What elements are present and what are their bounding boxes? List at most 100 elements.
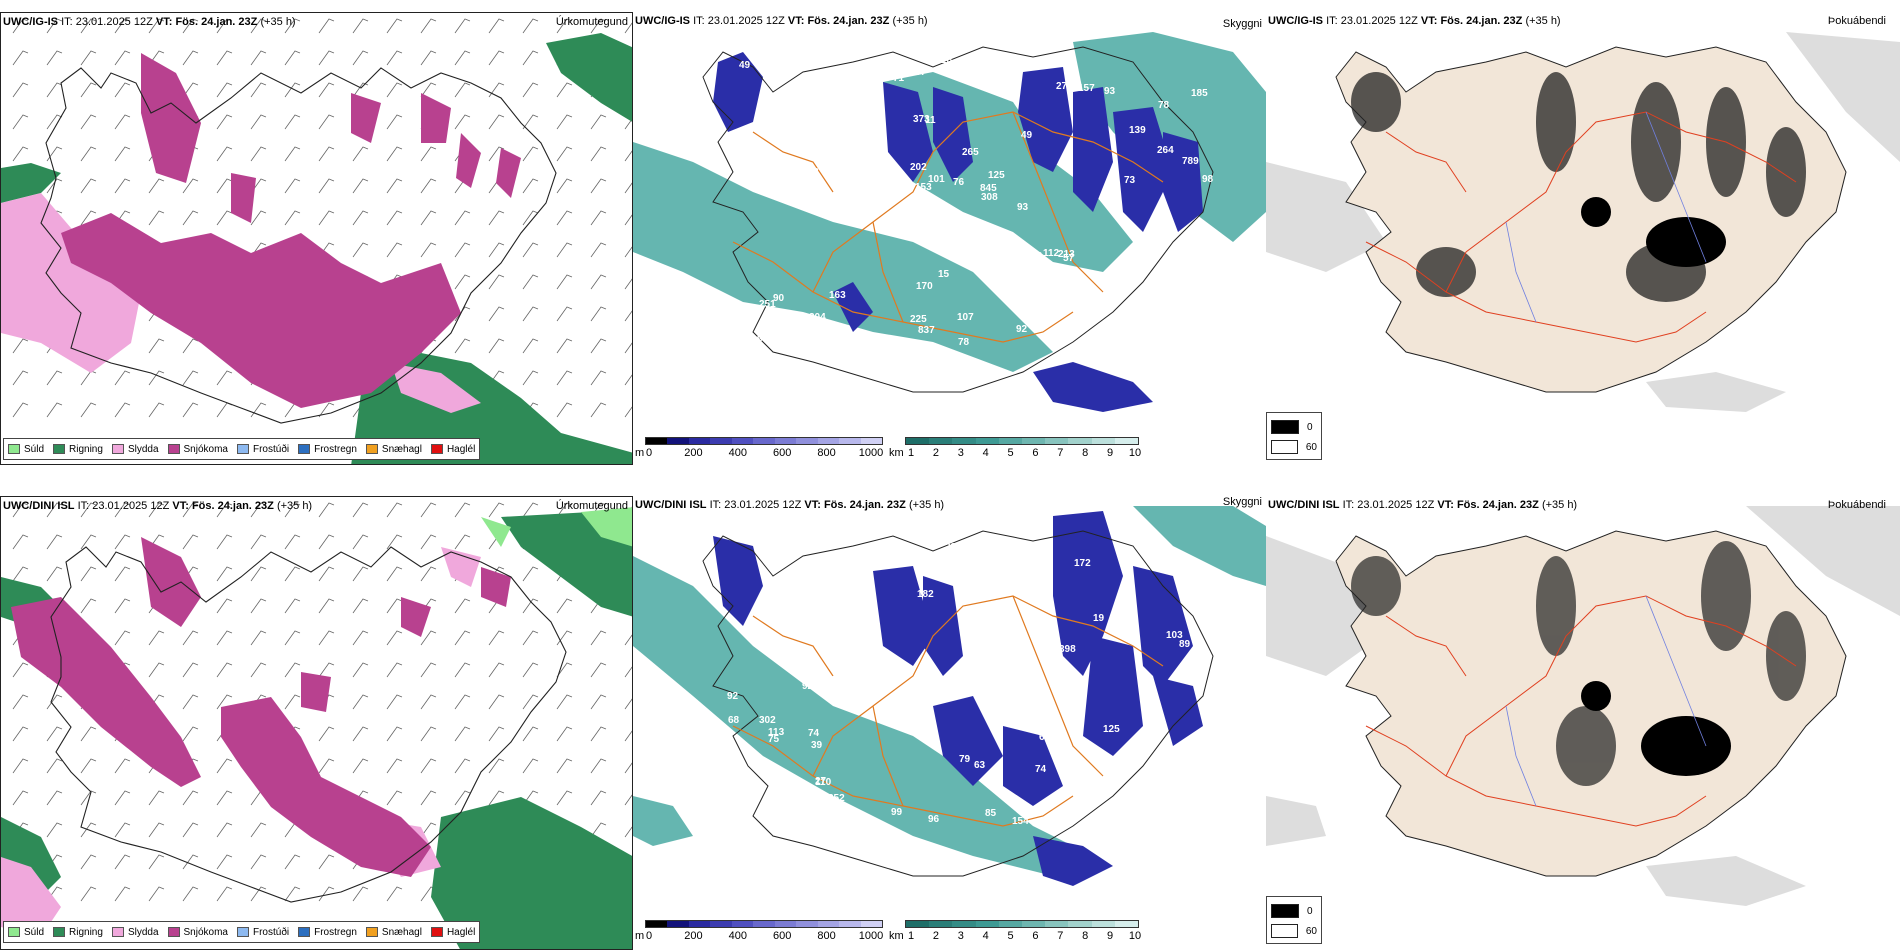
field-name: Úrkomutegund [555,500,628,512]
field-name: Skyggni [1222,496,1262,508]
wind-barb [590,758,607,774]
visibility-value-label: 157 [1078,83,1095,94]
wind-barb [522,502,539,518]
wind-barb [182,854,199,870]
wind-barb [12,338,29,354]
wind-barb [488,694,505,710]
colorbar-tick: 4 [982,930,989,942]
wind-barb [522,210,539,226]
wind-barb [454,306,471,322]
wind-barb [488,50,505,66]
visibility-value-label: 112 [1043,248,1060,259]
rain-area [1,33,632,464]
wind-barb [590,338,607,354]
panel-header: UWC/DINI ISL IT: 23.01.2025 12Z VT: Fös.… [1268,499,1578,511]
visibility-value-label: 74 [808,728,820,739]
visibility-labels: 174 82 78 197 49 163 373 265 90 713 182 93 11 125 57 18… [730,55,1214,391]
colorbar-tick: 0 [645,930,653,942]
wind-barb [80,886,97,902]
field-name: Skyggni [1222,18,1262,30]
ptype-panel-row1: UWC/IG-IS IT: 23.01.2025 12Z VT: Fös. 24… [0,12,633,465]
wind-barb [556,146,573,162]
wind-barb [522,566,539,582]
wind-barb [624,182,632,194]
visibility-value-label: 113 [768,727,785,738]
ptype-legend: Súld Rigning Slydda Snjókoma Frostúði Fr… [3,438,481,460]
wind-barb [352,146,369,162]
wind-barb [284,886,301,902]
wind-barb [284,630,301,646]
visibility-value-label: 205 [788,138,805,149]
ptype-legend-item: Rigning [53,927,103,938]
visibility-value-label: 251 [759,299,776,310]
wind-barb [216,534,233,550]
wind-barb [624,246,632,258]
wind-barb [624,310,632,322]
ptype-legend: Súld Rigning Slydda Snjókoma Frostúði Fr… [3,921,481,943]
visibility-value-label: 52 [1077,339,1089,350]
colorbar-tick: 1 [907,447,915,459]
wind-barb [386,694,403,710]
wind-barb [352,242,369,258]
wind-barb [284,178,301,194]
wind-barb [454,274,471,290]
fog-map [1266,32,1900,412]
wind-barb [420,566,437,582]
visibility-value-label: 139 [1129,125,1146,136]
panel-header: UWC/IG-IS IT: 23.01.2025 12Z VT: Fös. 24… [1268,15,1561,27]
visibility-value-label: 202 [736,328,753,339]
wind-barb [522,18,539,34]
wind-barb [182,370,199,386]
colorbar-tick: 10 [1128,930,1142,942]
wind-barb [250,662,267,678]
visibility-value-label: 174 [1150,358,1167,369]
wind-barb [420,726,437,742]
fog-panel-row1: UWC/IG-IS IT: 23.01.2025 12Z VT: Fös. 24… [1266,12,1900,465]
wind-barb [386,50,403,66]
wind-barb [318,566,335,582]
visibility-value-label: 282 [945,542,962,553]
wind-barb [454,242,471,258]
wind-barb [590,146,607,162]
wind-barb [114,402,131,418]
wind-barb [624,826,632,838]
visibility-value-label: 161 [1134,261,1151,272]
wind-barb [352,534,369,550]
wind-barb [250,114,267,130]
wind-barb [216,502,233,518]
wind-barb [80,50,97,66]
visibility-value-label: 137 [861,344,878,355]
wind-barb [488,630,505,646]
wind-barb [114,598,131,614]
visibility-value-label: 65 [810,135,822,146]
wind-barb [488,146,505,162]
wind-barb [12,726,29,742]
wind-barb [182,822,199,838]
colorbar-tick: 8 [1082,930,1089,942]
visibility-value-label: 85 [985,808,997,819]
wind-barb [318,502,335,518]
wind-barb [12,146,29,162]
wind-barb [46,822,63,838]
wind-barb [624,278,632,290]
wind-barb [148,502,165,518]
visibility-value-label: 185 [764,111,781,122]
wind-barb [386,242,403,258]
wind-barb [284,210,301,226]
wind-barb [284,146,301,162]
visibility-value-label: 93 [1017,202,1029,213]
visibility-value-label: 142 [827,353,844,364]
visibility-map: 223 172 73 19 63 91 39 27 41 398 302 282 74 56 59 60 66 9… [633,506,1266,886]
wind-barb [12,694,29,710]
visibility-value-label: 68 [728,715,740,726]
colorbar-unit: m [635,930,645,942]
wind-barb [182,82,199,98]
drizzle-area [481,507,632,547]
wind-barb [80,114,97,130]
visibility-value-label: 19 [1093,613,1105,624]
visibility-value-label: 302 [759,715,776,726]
wind-barb [114,50,131,66]
wind-barb [420,502,437,518]
wind-barb [556,114,573,130]
wind-barb [46,790,63,806]
